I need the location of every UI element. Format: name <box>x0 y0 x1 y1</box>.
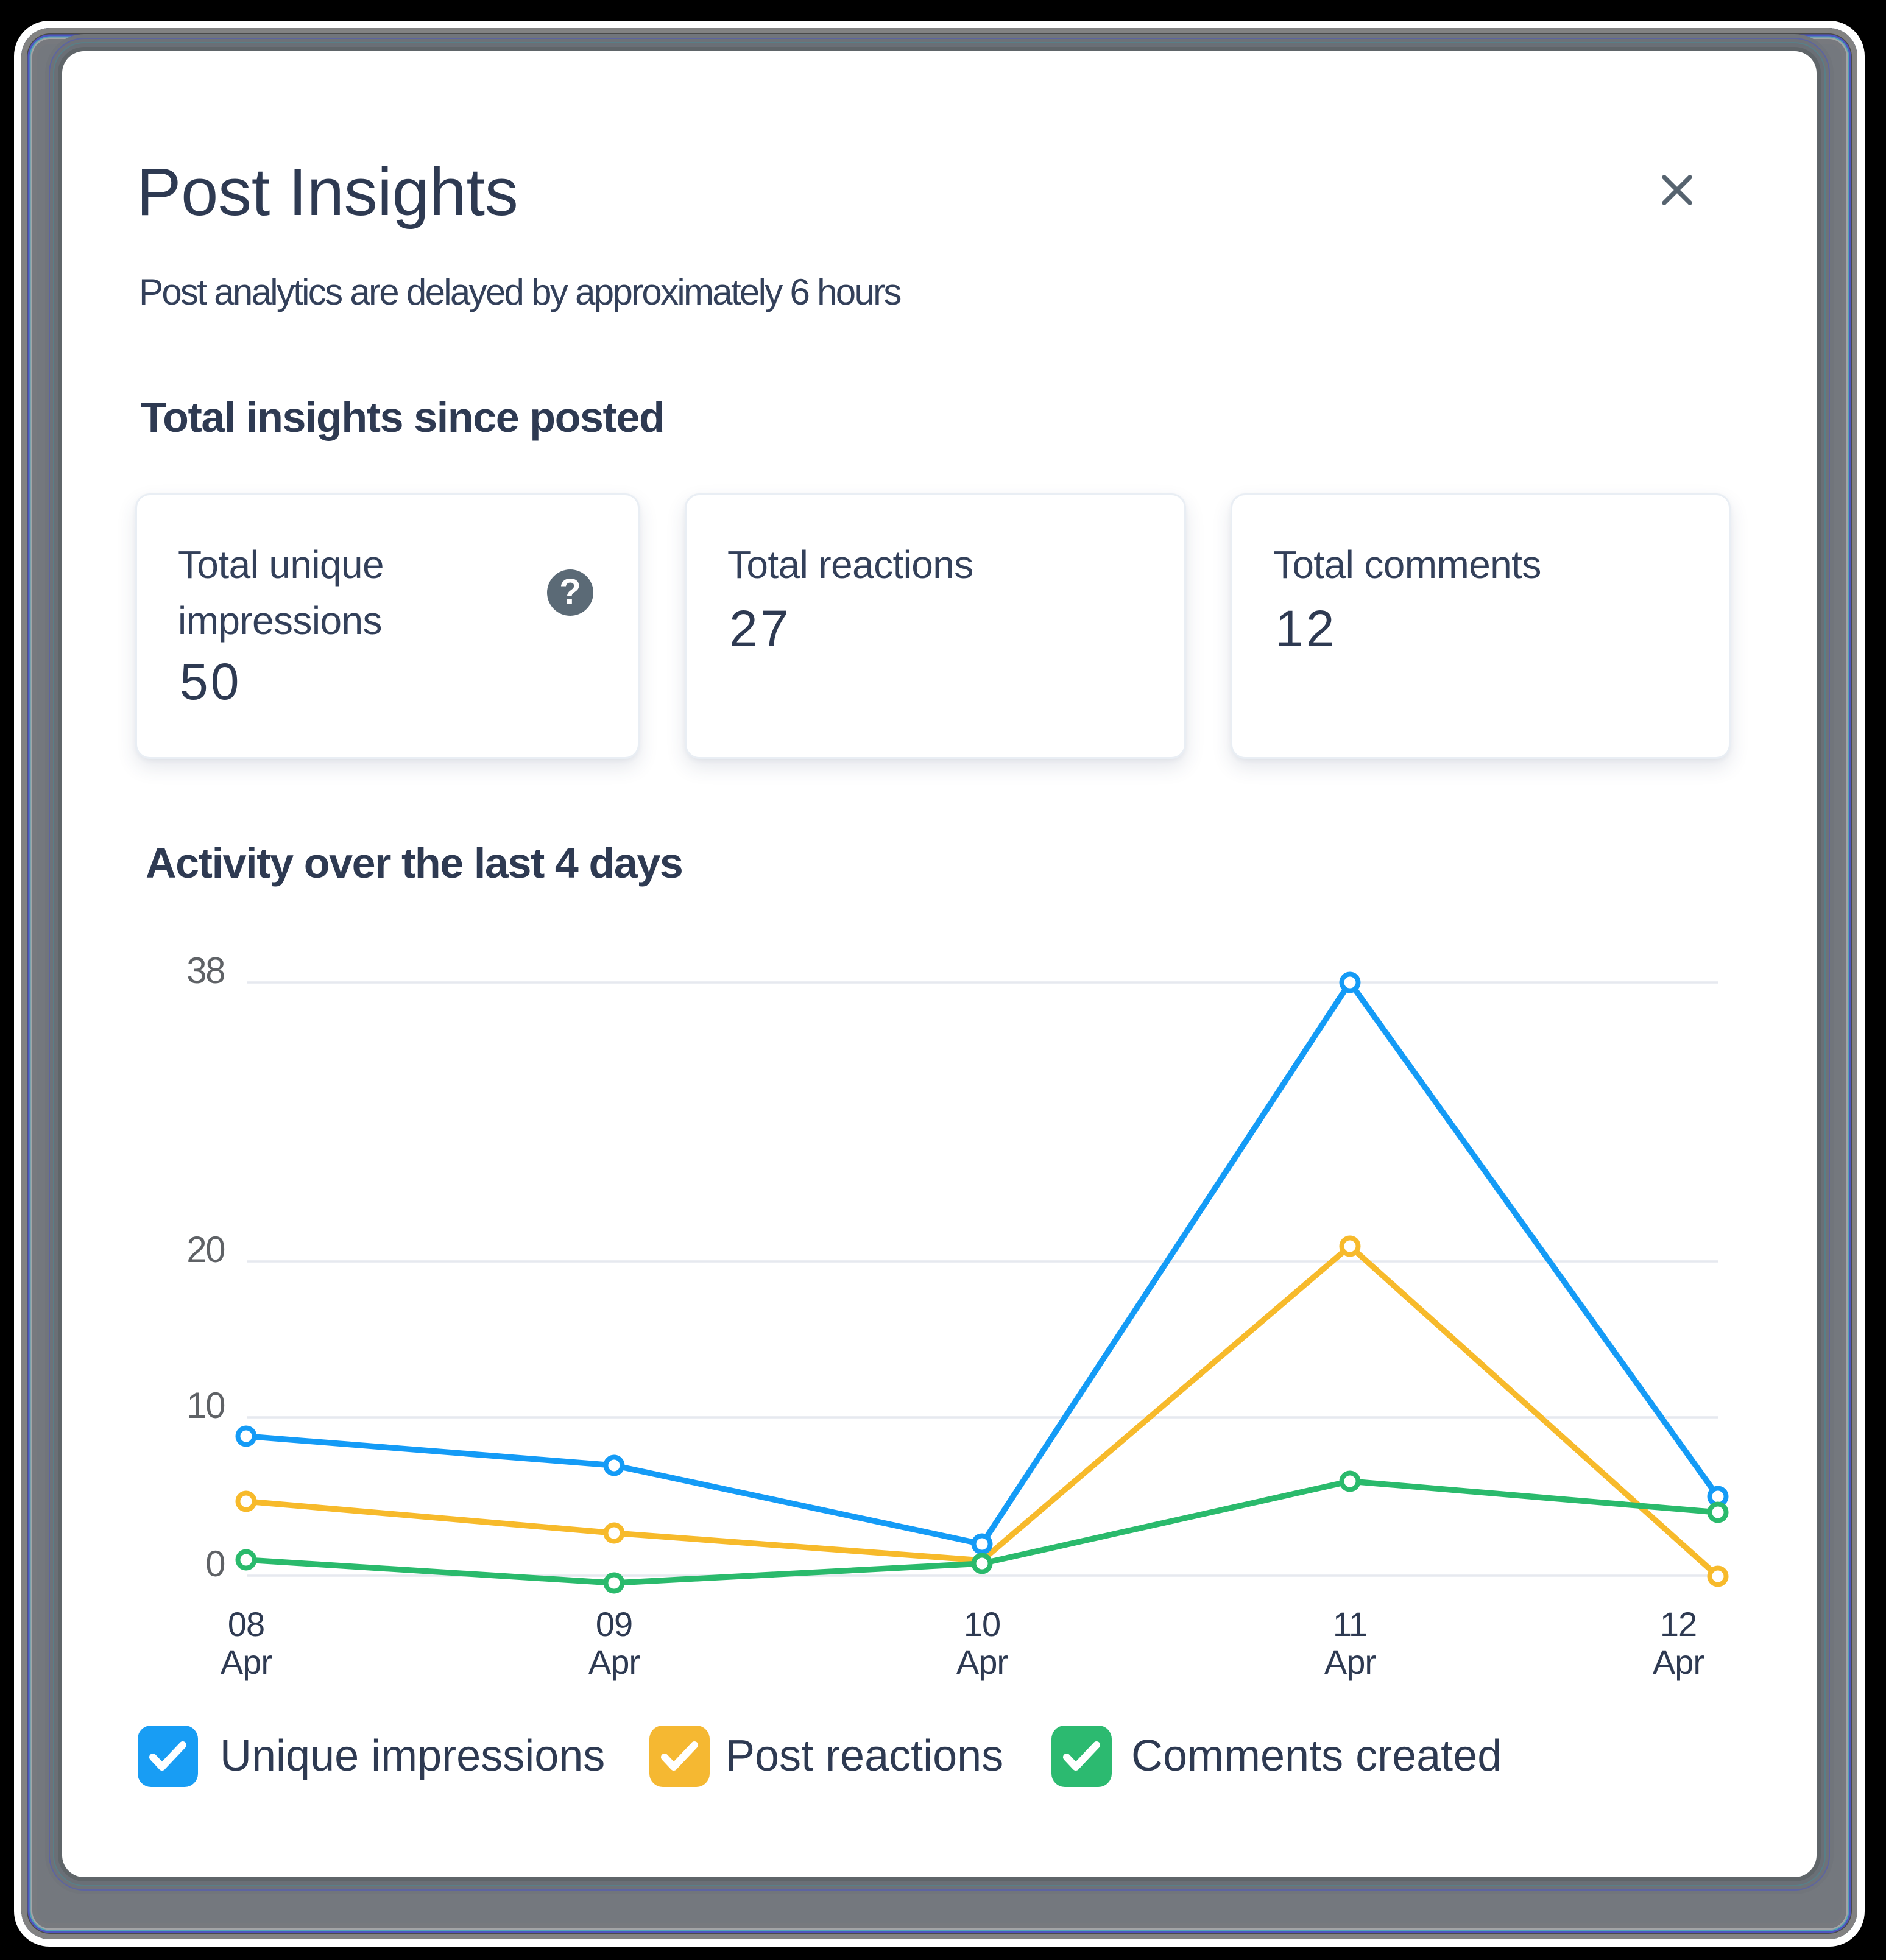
svg-text:Apr: Apr <box>588 1643 640 1681</box>
svg-text:Apr: Apr <box>1653 1643 1704 1681</box>
svg-text:38: 38 <box>186 950 224 991</box>
svg-text:Apr: Apr <box>221 1643 272 1681</box>
svg-text:Apr: Apr <box>956 1643 1008 1681</box>
svg-text:20: 20 <box>186 1229 225 1270</box>
svg-text:12: 12 <box>1660 1605 1697 1643</box>
svg-text:10: 10 <box>964 1605 1000 1643</box>
svg-text:0: 0 <box>205 1543 225 1584</box>
svg-text:Apr: Apr <box>1324 1643 1376 1681</box>
svg-text:10: 10 <box>186 1385 225 1426</box>
svg-text:09: 09 <box>596 1605 632 1643</box>
svg-text:08: 08 <box>228 1605 264 1643</box>
svg-text:11: 11 <box>1333 1605 1367 1643</box>
